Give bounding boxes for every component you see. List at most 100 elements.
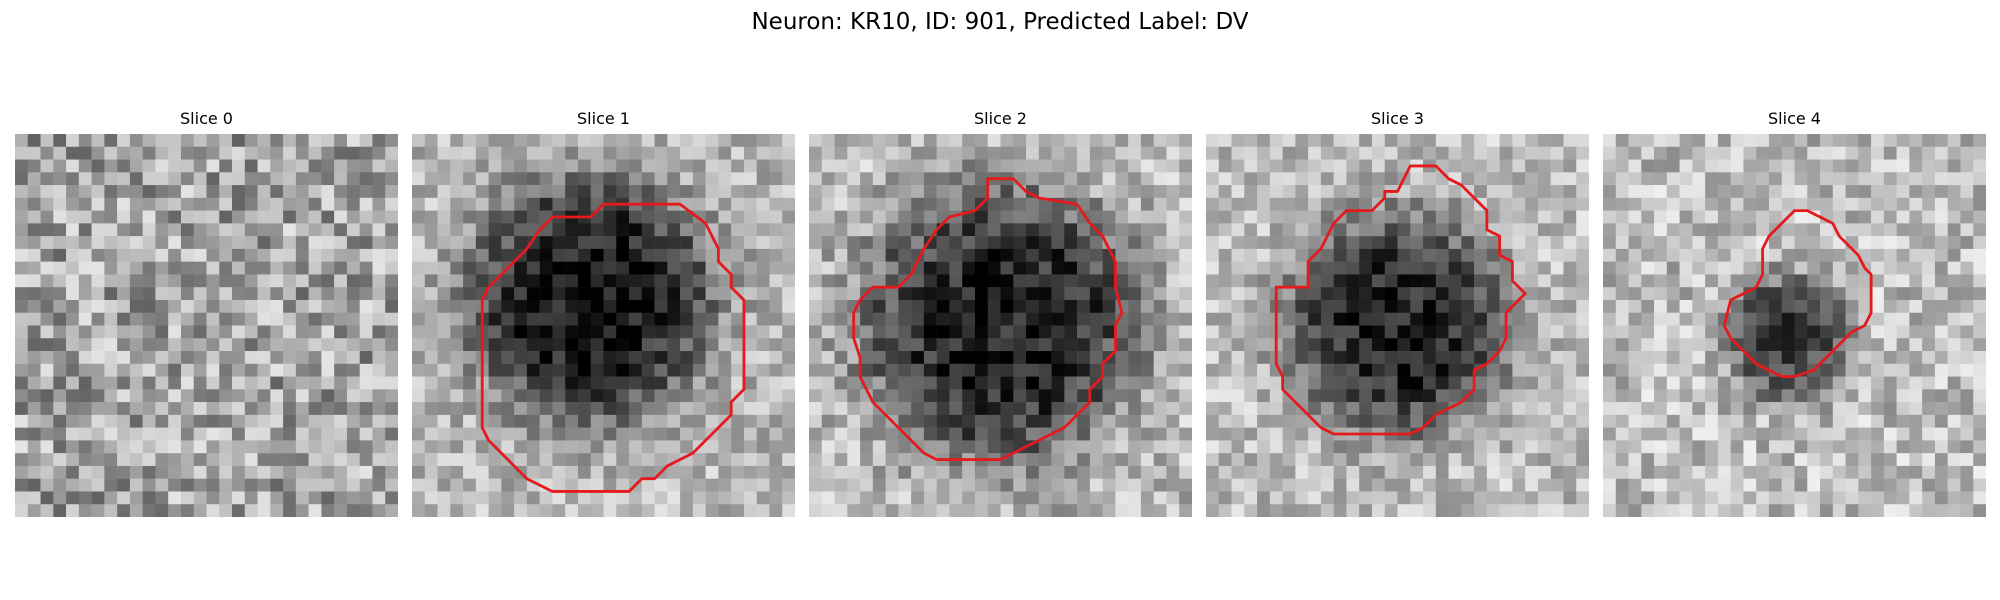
- pixel: [1359, 299, 1373, 313]
- pixel: [193, 146, 207, 160]
- pixel: [1922, 402, 1936, 416]
- pixel: [1654, 159, 1668, 173]
- pixel: [1512, 504, 1526, 517]
- pixel: [1153, 299, 1167, 313]
- pixel: [1102, 440, 1116, 454]
- pixel: [463, 248, 477, 262]
- pixel: [450, 402, 464, 416]
- pixel: [321, 376, 335, 390]
- pixel: [680, 172, 694, 186]
- pixel: [193, 414, 207, 428]
- pixel: [539, 312, 553, 326]
- pixel: [974, 248, 988, 262]
- pixel: [1525, 414, 1539, 428]
- pixel: [552, 325, 566, 339]
- pixel: [1206, 172, 1220, 186]
- pixel: [450, 338, 464, 352]
- pixel: [680, 427, 694, 441]
- pixel: [898, 504, 912, 517]
- pixel: [1550, 274, 1564, 288]
- pixel: [129, 325, 143, 339]
- pixel: [1231, 389, 1245, 403]
- pixel: [565, 427, 579, 441]
- pixel: [1550, 465, 1564, 479]
- pixel: [821, 172, 835, 186]
- pixel: [616, 146, 630, 160]
- pixel: [270, 325, 284, 339]
- pixel: [1333, 478, 1347, 492]
- pixel: [743, 427, 757, 441]
- pixel: [155, 197, 169, 211]
- pixel: [206, 414, 220, 428]
- pixel: [1807, 389, 1821, 403]
- pixel: [1064, 363, 1078, 377]
- pixel: [526, 325, 540, 339]
- pixel: [129, 389, 143, 403]
- pixel: [27, 465, 41, 479]
- pixel: [1973, 376, 1986, 390]
- pixel: [1206, 338, 1220, 352]
- pixel: [1883, 248, 1897, 262]
- pixel: [949, 223, 963, 237]
- pixel: [1537, 427, 1551, 441]
- pixel: [603, 159, 617, 173]
- pixel: [974, 465, 988, 479]
- pixel: [1231, 223, 1245, 237]
- pixel: [1563, 134, 1577, 148]
- pixel: [629, 261, 643, 275]
- pixel: [346, 159, 360, 173]
- pixel: [1486, 248, 1500, 262]
- pixel: [117, 248, 131, 262]
- pixel: [129, 185, 143, 199]
- pixel: [641, 389, 655, 403]
- pixel: [1435, 491, 1449, 505]
- pixel: [27, 312, 41, 326]
- pixel: [1397, 185, 1411, 199]
- pixel: [450, 453, 464, 467]
- pixel: [539, 223, 553, 237]
- pixel: [270, 465, 284, 479]
- pixel: [974, 287, 988, 301]
- pixel: [1550, 197, 1564, 211]
- pixel: [295, 478, 309, 492]
- pixel: [1858, 338, 1872, 352]
- pixel: [1218, 363, 1232, 377]
- pixel: [1909, 287, 1923, 301]
- pixel: [705, 440, 719, 454]
- pixel: [1423, 402, 1437, 416]
- pixel: [1435, 146, 1449, 160]
- pixel: [1218, 414, 1232, 428]
- pixel: [565, 376, 579, 390]
- pixel: [1486, 427, 1500, 441]
- pixel: [244, 274, 258, 288]
- pixel: [412, 427, 426, 441]
- pixel: [1000, 478, 1014, 492]
- pixel: [692, 427, 706, 441]
- pixel: [40, 312, 54, 326]
- pixel: [1871, 146, 1885, 160]
- pixel: [1576, 197, 1589, 211]
- pixel: [450, 210, 464, 224]
- pixel: [385, 389, 398, 403]
- pixel: [15, 223, 29, 237]
- pixel: [1282, 453, 1296, 467]
- pixel: [1064, 274, 1078, 288]
- pixel: [66, 185, 80, 199]
- pixel: [1692, 299, 1706, 313]
- pixel: [1448, 414, 1462, 428]
- pixel: [1128, 465, 1142, 479]
- pixel: [219, 159, 233, 173]
- pixel: [91, 491, 105, 505]
- pixel: [219, 185, 233, 199]
- pixel: [1832, 504, 1846, 517]
- pixel: [616, 491, 630, 505]
- pixel: [180, 351, 194, 365]
- pixel: [1231, 402, 1245, 416]
- pixel: [1000, 223, 1014, 237]
- pixel: [346, 453, 360, 467]
- pixel: [1679, 440, 1693, 454]
- pixel: [308, 478, 322, 492]
- pixel: [346, 223, 360, 237]
- pixel: [1909, 351, 1923, 365]
- pixel: [552, 351, 566, 365]
